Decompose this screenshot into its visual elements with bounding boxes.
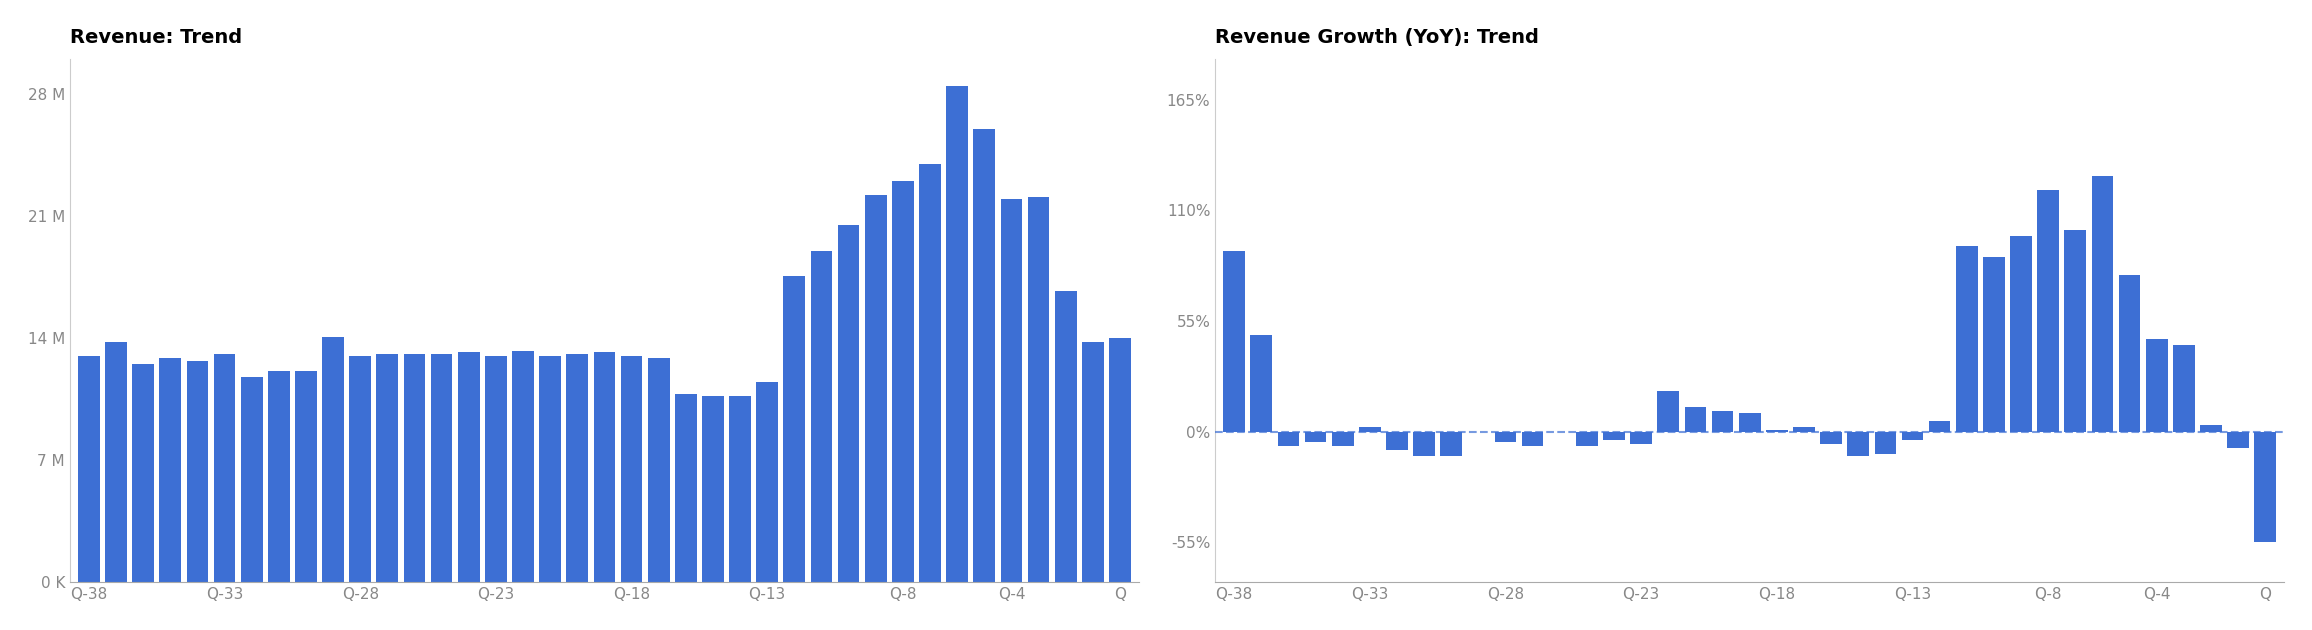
Bar [1223, 251, 1246, 432]
Bar [539, 356, 562, 582]
Bar [1110, 338, 1131, 582]
Bar [892, 181, 913, 582]
Bar [1766, 430, 1787, 432]
Bar [2254, 432, 2275, 542]
Bar [132, 365, 155, 582]
Bar [187, 361, 208, 582]
Bar [1847, 432, 1868, 455]
Bar [675, 394, 696, 582]
Bar [160, 357, 180, 582]
Bar [837, 225, 860, 582]
Bar [647, 357, 670, 582]
Bar [1903, 432, 1924, 440]
Bar [1494, 432, 1517, 442]
Text: Revenue: Trend: Revenue: Trend [69, 28, 243, 47]
Bar [1440, 432, 1461, 455]
Bar [430, 354, 453, 582]
Bar [1304, 432, 1327, 442]
Bar [620, 356, 643, 582]
Bar [458, 352, 479, 582]
Bar [1251, 335, 1272, 432]
Bar [2009, 236, 2032, 432]
Bar [973, 129, 994, 582]
Bar [2118, 275, 2141, 432]
Bar [2201, 425, 2222, 432]
Bar [1956, 246, 1977, 432]
Bar [1630, 432, 1653, 444]
Bar [1739, 413, 1759, 432]
Bar [1928, 421, 1951, 432]
Bar [213, 354, 236, 582]
Bar [1875, 432, 1896, 454]
Bar [756, 382, 779, 582]
Bar [1984, 256, 2005, 432]
Bar [703, 396, 724, 582]
Bar [405, 354, 425, 582]
Bar [865, 195, 885, 582]
Bar [321, 336, 344, 582]
Bar [2065, 231, 2085, 432]
Bar [268, 372, 289, 582]
Bar [784, 275, 805, 582]
Bar [1577, 432, 1598, 445]
Bar [1602, 432, 1625, 440]
Bar [296, 372, 317, 582]
Bar [1279, 432, 1299, 445]
Bar [240, 377, 264, 582]
Bar [486, 356, 506, 582]
Bar [594, 352, 615, 582]
Bar [2037, 190, 2060, 432]
Bar [1521, 432, 1544, 445]
Bar [79, 356, 99, 582]
Bar [1685, 408, 1706, 432]
Bar [1387, 432, 1408, 450]
Bar [349, 356, 370, 582]
Bar [920, 164, 941, 582]
Bar [1413, 432, 1436, 455]
Bar [513, 350, 534, 582]
Bar [1711, 411, 1734, 432]
Bar [2173, 345, 2194, 432]
Bar [1001, 199, 1022, 582]
Bar [1820, 432, 1843, 444]
Bar [812, 251, 832, 582]
Bar [1794, 428, 1815, 432]
Bar [566, 354, 587, 582]
Bar [377, 354, 398, 582]
Bar [2146, 339, 2169, 432]
Bar [1658, 391, 1679, 432]
Bar [2092, 176, 2113, 432]
Bar [1054, 291, 1077, 582]
Bar [1332, 432, 1353, 445]
Bar [728, 396, 751, 582]
Bar [104, 342, 127, 582]
Bar [946, 86, 969, 582]
Bar [1359, 428, 1380, 432]
Bar [1027, 197, 1050, 582]
Bar [1082, 342, 1103, 582]
Bar [2226, 432, 2250, 447]
Text: Revenue Growth (YoY): Trend: Revenue Growth (YoY): Trend [1216, 28, 1540, 47]
